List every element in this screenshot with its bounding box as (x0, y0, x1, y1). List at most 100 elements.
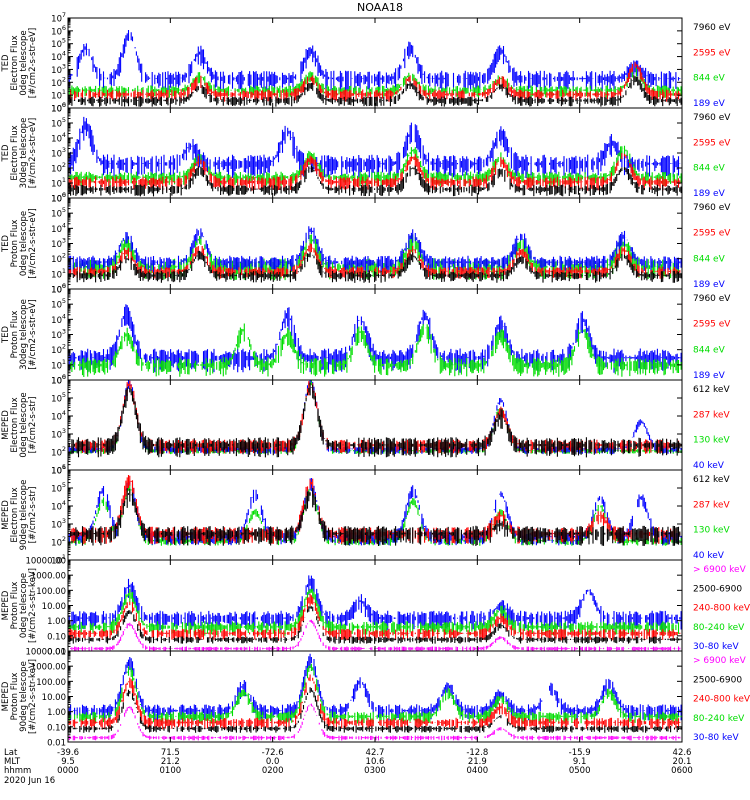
panel-series-group (68, 653, 682, 741)
y-tick-label: 10 (51, 240, 62, 250)
legend-entry: 30-80 keV (693, 733, 739, 743)
x-tick-label: 0600 (671, 766, 693, 776)
y-tick-exponent: 1 (62, 88, 66, 96)
y-tick-label: 10 (51, 346, 62, 356)
legend-entry: 80-240 keV (693, 623, 745, 633)
y-tick-exponent: 0 (62, 373, 66, 381)
y-tick-exponent: 2 (62, 252, 66, 260)
y-axis-label-line: [#/cm2-s-str-keV] (28, 659, 38, 734)
y-tick-label: 1.00 (47, 708, 66, 718)
legend-entry: 7960 eV (693, 294, 731, 304)
y-axis-label-line: Proton Flux (10, 220, 20, 268)
y-tick-label: 10 (51, 135, 62, 145)
y-tick-label: 1.00 (47, 617, 66, 627)
y-tick-label: 10 (51, 255, 62, 265)
y-tick-label: 1000.00 (31, 663, 66, 673)
y-tick-label: 10 (51, 467, 62, 477)
y-tick-exponent: 6 (62, 463, 66, 471)
y-axis-label-line: [#/cm2-s-str] (28, 487, 38, 544)
series-trace (68, 653, 682, 721)
legend-entry: > 6900 keV (693, 565, 747, 575)
y-tick-exponent: 6 (62, 24, 66, 32)
y-axis-label-line: 90deg telescope (19, 480, 29, 551)
x-tick-label: 0200 (262, 766, 284, 776)
y-tick-label: 10 (51, 286, 62, 296)
y-tick-label: 100.00 (36, 587, 66, 597)
series-trace (68, 250, 682, 283)
y-tick-label: 10 (51, 467, 62, 477)
series-trace (68, 165, 682, 197)
legend-entry: 240-800 keV (693, 604, 750, 614)
legend-entry: 7960 eV (693, 203, 731, 213)
y-tick-label: 10 (51, 15, 62, 25)
x-row-label: Lat (4, 748, 18, 758)
y-tick-exponent: 1 (62, 463, 66, 471)
legend-entry: 2500-6900 (693, 675, 742, 685)
y-tick-exponent: 1 (62, 267, 66, 275)
legend-entry: 7960 eV (693, 23, 731, 33)
y-tick-label: 10 (51, 431, 62, 441)
legend-entry: 2500-6900 (693, 584, 742, 594)
legend-entry: 844 eV (693, 164, 726, 174)
x-tick-label: 21.9 (468, 757, 487, 767)
panel-8: 0.010.101.0010.00100.001000.0010000.00ME… (1, 648, 750, 749)
y-tick-label: 10 (51, 449, 62, 459)
x-tick-label: 20.1 (673, 757, 692, 767)
legend-entry: 189 eV (693, 99, 726, 109)
series-trace (68, 588, 682, 636)
y-tick-label: 10 (51, 165, 62, 175)
y-tick-label: 10 (51, 377, 62, 387)
y-tick-label: 0.10 (47, 632, 66, 642)
y-tick-label: 10 (51, 92, 62, 102)
y-tick-exponent: 3 (62, 146, 66, 154)
y-tick-exponent: 5 (62, 37, 66, 45)
y-tick-exponent: 5 (62, 391, 66, 399)
y-tick-exponent: 0 (62, 282, 66, 290)
legend-entry: 844 eV (693, 74, 726, 84)
y-tick-label: 10 (51, 105, 62, 115)
y-tick-exponent: 6 (62, 282, 66, 290)
y-tick-exponent: 3 (62, 517, 66, 525)
panel-series-group (68, 380, 682, 458)
y-tick-label: 10 (51, 40, 62, 50)
y-tick-label: 10.00 (42, 693, 66, 703)
y-axis-label-line: TED (1, 144, 11, 163)
x-tick-label: 71.5 (161, 748, 180, 758)
y-tick-label: 10 (51, 270, 62, 280)
y-tick-exponent: 2 (62, 445, 66, 453)
y-axis-label: TEDElectron Flux30deg telescope[#/cm2-s-… (1, 118, 38, 189)
x-axis-labels: LatMLThhmm-39.69.5000071.521.20100-72.60… (4, 748, 693, 786)
series-trace (68, 323, 682, 377)
y-tick-label: 10 (51, 316, 62, 326)
legend-entry: 2595 eV (693, 48, 731, 58)
y-tick-label: 10 (51, 79, 62, 89)
y-tick-label: 0.10 (47, 723, 66, 733)
y-tick-label: 10 (51, 521, 62, 531)
y-tick-label: 10 (51, 395, 62, 405)
x-tick-label: 0400 (467, 766, 489, 776)
y-tick-exponent: 3 (62, 237, 66, 245)
panel-7: 0.010.101.0010.00100.001000.0010000.00ME… (1, 557, 750, 658)
y-axis-label-line: [#/cm2-s-str-eV] (28, 28, 38, 98)
x-tick-label: -12.8 (466, 748, 488, 758)
y-tick-label: 10 (51, 105, 62, 115)
y-tick-label: 10000.00 (25, 648, 66, 658)
panel-frame (67, 469, 683, 561)
y-tick-label: 10 (51, 286, 62, 296)
y-tick-label: 10 (51, 27, 62, 37)
y-tick-exponent: 3 (62, 328, 66, 336)
y-axis-label-line: 30deg telescope (19, 118, 29, 189)
y-axis-label-line: 30deg telescope (19, 299, 29, 370)
x-tick-label: 9.5 (61, 757, 75, 767)
y-tick-exponent: 7 (62, 11, 66, 19)
y-tick-label: 10 (51, 485, 62, 495)
legend-entry: 2595 eV (693, 320, 731, 330)
x-row-label: hhmm (4, 766, 31, 776)
y-axis-label-line: [#/cm2-s-str-keV] (28, 568, 38, 643)
series-trace (68, 575, 682, 631)
legend-entry: 189 eV (693, 189, 726, 199)
